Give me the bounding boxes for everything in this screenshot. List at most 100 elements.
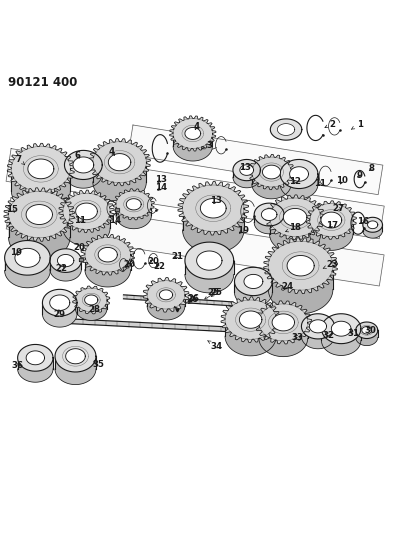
Polygon shape	[310, 220, 353, 251]
Polygon shape	[262, 165, 280, 179]
Polygon shape	[143, 278, 189, 312]
Polygon shape	[356, 322, 378, 338]
Polygon shape	[85, 255, 131, 287]
Text: 13: 13	[211, 196, 222, 205]
Polygon shape	[5, 258, 50, 288]
Text: 33: 33	[292, 333, 304, 342]
Polygon shape	[287, 255, 314, 276]
Polygon shape	[93, 162, 146, 203]
Polygon shape	[18, 344, 53, 371]
Polygon shape	[362, 327, 372, 334]
Polygon shape	[252, 172, 291, 199]
Text: 23: 23	[323, 260, 338, 269]
Text: 12: 12	[289, 177, 301, 187]
Polygon shape	[254, 203, 284, 226]
Polygon shape	[55, 341, 96, 372]
Polygon shape	[363, 225, 382, 238]
Polygon shape	[225, 320, 276, 356]
Polygon shape	[280, 159, 318, 189]
Polygon shape	[239, 311, 262, 328]
Text: 26: 26	[188, 294, 199, 303]
Text: 28: 28	[88, 304, 100, 313]
Polygon shape	[75, 203, 97, 220]
Polygon shape	[9, 215, 70, 261]
Text: 32: 32	[322, 331, 334, 340]
Text: 18: 18	[286, 223, 301, 232]
Polygon shape	[55, 356, 96, 385]
Text: 13: 13	[239, 163, 252, 172]
Polygon shape	[290, 167, 308, 181]
Text: 22: 22	[56, 264, 68, 273]
Polygon shape	[233, 170, 260, 188]
Polygon shape	[18, 358, 53, 382]
Polygon shape	[244, 274, 263, 288]
Polygon shape	[185, 242, 234, 279]
Text: 15: 15	[6, 205, 18, 214]
Polygon shape	[126, 199, 141, 210]
Text: 11: 11	[314, 179, 326, 188]
Polygon shape	[62, 318, 355, 338]
Text: 20: 20	[124, 260, 136, 269]
Polygon shape	[200, 198, 226, 218]
Polygon shape	[356, 330, 378, 345]
Text: 19: 19	[237, 226, 249, 235]
Polygon shape	[182, 208, 244, 253]
Polygon shape	[178, 181, 248, 235]
Polygon shape	[73, 157, 94, 173]
Text: 34: 34	[207, 341, 222, 351]
Polygon shape	[57, 254, 74, 266]
Polygon shape	[79, 258, 83, 261]
Polygon shape	[233, 159, 260, 181]
Polygon shape	[98, 247, 117, 262]
Text: 25: 25	[211, 288, 222, 296]
Polygon shape	[113, 189, 154, 220]
Polygon shape	[11, 169, 70, 213]
Text: 29: 29	[53, 310, 65, 319]
Text: 13: 13	[155, 175, 167, 184]
Polygon shape	[169, 116, 216, 151]
Text: 4: 4	[194, 122, 200, 131]
Text: 25: 25	[207, 288, 219, 296]
Polygon shape	[261, 208, 277, 221]
Polygon shape	[270, 119, 302, 140]
Polygon shape	[85, 295, 98, 305]
Text: 26: 26	[187, 295, 199, 304]
Polygon shape	[185, 261, 234, 293]
Polygon shape	[221, 297, 280, 343]
Polygon shape	[7, 143, 74, 195]
Text: 11: 11	[74, 215, 86, 224]
Polygon shape	[322, 314, 361, 344]
Polygon shape	[272, 314, 295, 331]
Polygon shape	[73, 286, 110, 314]
Polygon shape	[6, 198, 384, 286]
Text: 27: 27	[332, 204, 344, 213]
Text: 3: 3	[202, 141, 212, 150]
Polygon shape	[63, 212, 110, 246]
Polygon shape	[108, 154, 131, 171]
Polygon shape	[277, 124, 295, 135]
Polygon shape	[367, 221, 378, 229]
Text: 2: 2	[325, 119, 335, 128]
Text: 17: 17	[326, 221, 338, 230]
Text: 14: 14	[155, 183, 167, 192]
Text: 20: 20	[147, 257, 159, 266]
Polygon shape	[15, 248, 40, 268]
Text: 35: 35	[92, 360, 104, 369]
Polygon shape	[50, 249, 81, 272]
Polygon shape	[50, 261, 81, 281]
Polygon shape	[147, 295, 185, 320]
Polygon shape	[116, 204, 151, 229]
Polygon shape	[4, 188, 75, 241]
Text: 31: 31	[347, 329, 359, 338]
Polygon shape	[280, 174, 318, 199]
Text: 1: 1	[352, 119, 363, 129]
Polygon shape	[6, 149, 384, 239]
Polygon shape	[259, 322, 308, 357]
Polygon shape	[255, 301, 312, 344]
Polygon shape	[301, 314, 335, 339]
Text: 19: 19	[9, 248, 22, 257]
Polygon shape	[64, 165, 102, 188]
Polygon shape	[115, 208, 119, 212]
Polygon shape	[283, 208, 307, 226]
Polygon shape	[66, 349, 85, 364]
